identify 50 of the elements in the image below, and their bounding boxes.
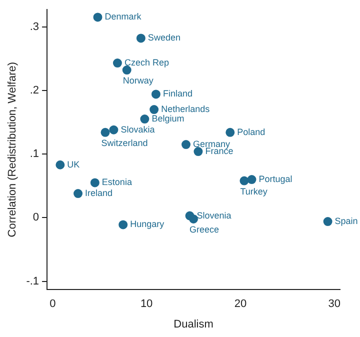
x-tick-label: 30	[328, 298, 340, 310]
point	[56, 160, 65, 170]
y-tick-label: .3	[30, 20, 40, 33]
y-tick-label: .2	[30, 84, 40, 96]
annotation: Slovakia	[120, 124, 155, 134]
point	[122, 66, 132, 75]
annotation: Ireland	[85, 188, 113, 198]
point	[189, 214, 198, 224]
point	[226, 128, 235, 137]
annotation: Sweden	[148, 32, 180, 43]
annotation: Belgium	[152, 114, 184, 124]
y-tick-label: -.1	[26, 275, 40, 288]
annotation: Spain	[334, 216, 358, 226]
annotation: Poland	[237, 126, 266, 137]
point	[109, 125, 118, 134]
annotation: Greece	[190, 224, 220, 234]
annotation: Turkey	[240, 186, 268, 196]
annotation: Portugal	[258, 174, 292, 184]
point	[93, 12, 102, 22]
point	[247, 175, 256, 184]
point	[182, 140, 191, 150]
annotation: Finland	[162, 88, 192, 99]
x-axis-title: Dualism	[174, 318, 214, 330]
point	[74, 189, 83, 198]
point	[151, 90, 160, 99]
annotation: Slovenia	[196, 210, 232, 220]
point	[240, 176, 249, 186]
y-tick-label: .1	[30, 148, 40, 160]
annotation: Czech Rep	[124, 58, 169, 68]
point	[100, 128, 110, 137]
point	[136, 34, 146, 43]
annotation: Norway	[122, 76, 154, 86]
y-axis-title: Correlation (Redistribution, Welfare)	[6, 62, 19, 238]
point	[140, 114, 150, 124]
annotation: UK	[67, 159, 80, 170]
y-tick-label: 0	[32, 212, 40, 224]
x-tick-label: 20	[234, 298, 247, 310]
annotation: Germany	[193, 138, 231, 149]
annotation: Hungary	[130, 219, 165, 230]
point	[112, 58, 122, 68]
annotation: Denmark	[104, 12, 142, 22]
x-tick-label: 0	[50, 298, 56, 310]
point	[150, 105, 159, 114]
annotation: Switzerland	[101, 138, 148, 148]
annotation: Estonia	[102, 177, 132, 188]
point	[90, 178, 100, 188]
point	[323, 217, 332, 226]
annotation: Netherlands	[161, 104, 210, 114]
point	[118, 220, 128, 230]
x-tick-label: 10	[140, 298, 153, 310]
